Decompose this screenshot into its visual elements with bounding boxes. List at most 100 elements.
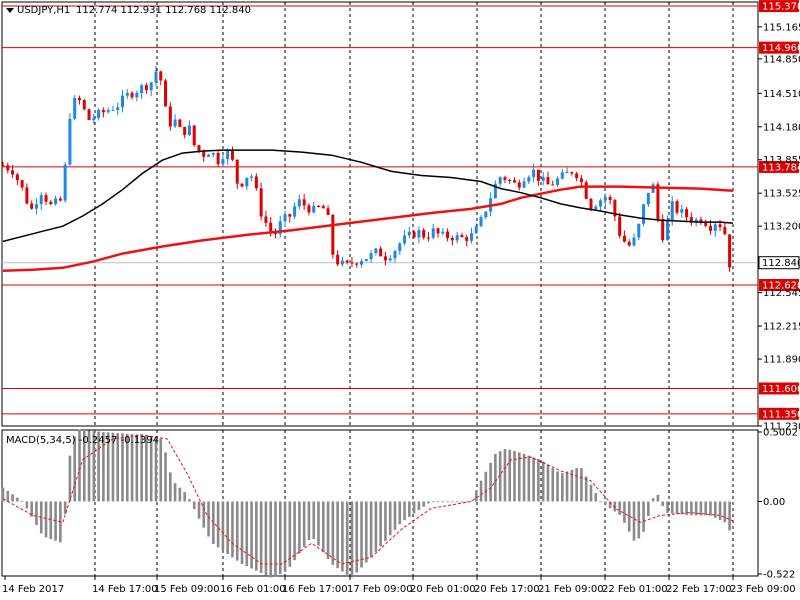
candle-body: [379, 248, 383, 257]
macd-bar: [599, 501, 602, 503]
candle-body: [622, 235, 626, 242]
level-price-label: 114.960: [762, 43, 800, 54]
candle-body: [240, 183, 244, 187]
price-axis: 115.165 114.850 114.510 114.180 113.855 113.5…: [758, 22, 800, 433]
candle-body: [670, 201, 674, 221]
candle-body: [479, 217, 483, 227]
macd-bar: [494, 453, 497, 502]
candle-body: [288, 214, 292, 217]
macd-bar: [235, 501, 239, 561]
candle-body: [336, 254, 340, 265]
macd-bar: [441, 501, 445, 503]
candle-body: [216, 152, 220, 165]
candle-body: [665, 220, 669, 241]
candle-body: [446, 231, 450, 238]
candle-body: [689, 217, 693, 223]
macd-bar: [632, 501, 636, 541]
time-label: 22 Feb 17:00: [666, 584, 732, 595]
candle-body: [135, 92, 139, 98]
candle-body: [278, 221, 282, 235]
macd-bar: [245, 501, 249, 567]
macd-bar: [680, 501, 684, 515]
time-label: 17 Feb 09:00: [347, 584, 413, 595]
candle-body: [579, 178, 583, 183]
candle-body: [723, 227, 727, 235]
macd-tick-label: 0.00: [763, 497, 785, 508]
candle-body: [584, 182, 588, 199]
time-label: 16 Feb 17:00: [282, 584, 348, 595]
candle-body: [556, 178, 560, 185]
macd-bar: [250, 501, 253, 569]
macd-bar: [661, 501, 664, 506]
macd-bar: [608, 501, 612, 509]
macd-bar: [666, 501, 669, 513]
candle-body: [235, 159, 239, 184]
level-price-box: [759, 279, 799, 292]
macd-bar: [207, 501, 210, 537]
macd-bar: [546, 464, 550, 502]
candle-body: [63, 164, 67, 201]
macd-bar: [164, 452, 167, 502]
time-label: 14 Feb 17:00: [92, 584, 158, 595]
macd-bar: [479, 480, 483, 502]
macd-bar: [116, 433, 120, 502]
candle-body: [613, 200, 617, 217]
candle-body: [455, 235, 459, 241]
macd-bar: [589, 484, 593, 502]
candle-body: [637, 223, 641, 238]
time-label: 22 Feb 01:00: [602, 584, 668, 595]
candle-body: [178, 119, 182, 127]
candle-body: [111, 109, 115, 111]
candle-body: [140, 85, 144, 93]
candle-body: [560, 172, 564, 179]
candle-body: [532, 169, 536, 178]
macd-bar: [393, 501, 397, 530]
time-gridlines: [94, 2, 734, 576]
candle-body: [398, 243, 402, 252]
candle-body: [642, 204, 646, 224]
macd-bar: [269, 501, 272, 578]
macd-bar: [541, 461, 545, 502]
macd-bar: [474, 490, 478, 502]
candle-body: [144, 85, 148, 91]
candle-body: [441, 231, 445, 234]
level-price-label: 115.370: [762, 2, 800, 13]
candle-body: [211, 152, 215, 155]
macd-bar: [345, 501, 349, 575]
candle-body: [207, 154, 211, 157]
price-tick-label: 113.200: [763, 222, 800, 233]
candle-body: [49, 201, 53, 205]
macd-bar: [140, 434, 143, 502]
macd-bar: [111, 432, 115, 502]
macd-bar: [451, 501, 454, 503]
macd-bar: [73, 436, 77, 502]
candle-body: [11, 170, 15, 175]
candle-body: [168, 106, 172, 127]
macd-bar: [699, 501, 703, 516]
moving-averages: [2, 149, 734, 273]
horizontal-levels: 115.370 114.960 113.784 112.620 111.600 111.3…: [2, 0, 800, 420]
price-tick-label: 114.180: [763, 122, 800, 133]
candle-body: [708, 225, 712, 231]
candle-body: [718, 224, 722, 228]
candles: [1, 66, 732, 272]
macd-bar: [651, 498, 655, 502]
macd-bar: [398, 501, 402, 525]
macd-bar: [517, 452, 521, 502]
candle-body: [283, 214, 287, 222]
candle-body: [77, 98, 81, 100]
macd-bar: [49, 501, 53, 539]
symbol-dropdown-icon[interactable]: [6, 8, 14, 13]
macd-bar: [503, 449, 507, 502]
macd-bar: [575, 468, 578, 502]
macd-bar: [302, 501, 306, 547]
price-tick-label: 112.545: [763, 288, 800, 299]
candle-body: [97, 109, 101, 118]
macd-label: MACD(5,34,5) -0.2457 -0.1394: [6, 435, 159, 446]
candle-body: [73, 98, 77, 119]
candle-body: [680, 209, 684, 213]
macd-bar: [369, 501, 373, 558]
level-price-box: [759, 407, 799, 420]
price-tick-label: 113.525: [763, 189, 800, 200]
